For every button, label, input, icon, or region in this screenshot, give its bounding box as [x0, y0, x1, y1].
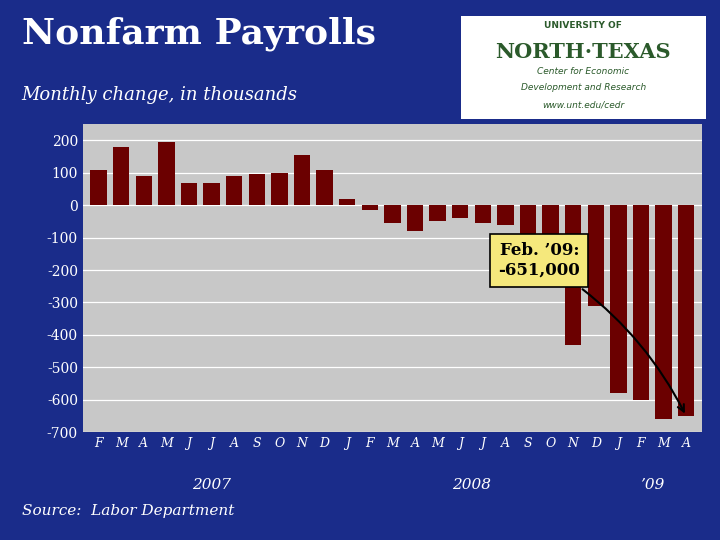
Text: 2008: 2008 — [452, 478, 491, 492]
Text: Source:  Labor Department: Source: Labor Department — [22, 504, 234, 518]
Bar — [542, 205, 559, 254]
Bar — [294, 155, 310, 205]
Text: NORTH·TEXAS: NORTH·TEXAS — [495, 42, 671, 62]
Bar — [407, 205, 423, 231]
Bar — [271, 173, 287, 205]
Text: Feb. ’09:
-651,000: Feb. ’09: -651,000 — [498, 242, 684, 411]
Bar — [181, 183, 197, 205]
Text: Monthly change, in thousands: Monthly change, in thousands — [22, 86, 297, 104]
Bar — [384, 205, 400, 223]
Bar — [113, 147, 130, 205]
Bar — [226, 176, 243, 205]
Bar — [633, 205, 649, 400]
Bar — [204, 183, 220, 205]
Bar — [361, 205, 378, 210]
Text: Nonfarm Payrolls: Nonfarm Payrolls — [22, 16, 376, 51]
Bar — [611, 205, 626, 393]
Bar — [429, 205, 446, 221]
Text: ’09: ’09 — [640, 478, 665, 492]
Bar — [474, 205, 491, 223]
Bar — [317, 170, 333, 205]
Bar — [520, 205, 536, 242]
Bar — [91, 170, 107, 205]
Bar — [248, 174, 265, 205]
Text: www.unt.edu/cedr: www.unt.edu/cedr — [542, 100, 624, 109]
Bar — [339, 199, 356, 205]
Bar — [135, 176, 152, 205]
Text: UNIVERSITY OF: UNIVERSITY OF — [544, 22, 622, 30]
Bar — [498, 205, 513, 225]
Text: 2007: 2007 — [192, 478, 231, 492]
Bar — [588, 205, 604, 306]
Text: Development and Research: Development and Research — [521, 83, 646, 92]
Bar — [678, 205, 694, 416]
Text: Center for Economic: Center for Economic — [537, 68, 629, 77]
Bar — [158, 142, 174, 205]
Bar — [565, 205, 581, 345]
Bar — [452, 205, 468, 218]
Bar — [655, 205, 672, 419]
